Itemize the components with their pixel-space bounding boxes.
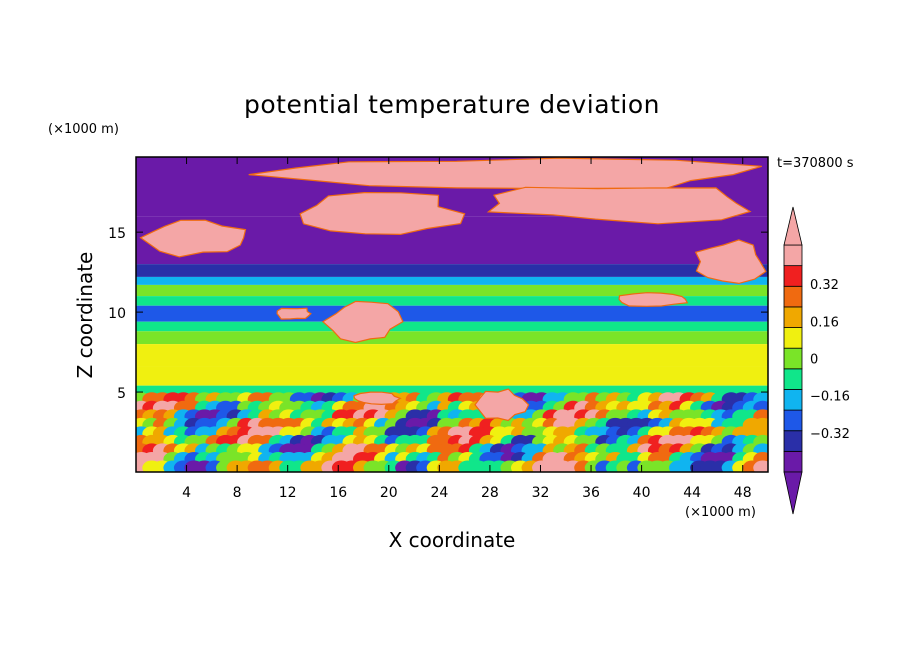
x-tick-label: 4 bbox=[182, 485, 191, 501]
y-tick-label: 15 bbox=[108, 226, 126, 242]
plot-area bbox=[136, 157, 768, 472]
colorbar-max-extension bbox=[783, 206, 803, 246]
warm-anomaly-patch bbox=[694, 239, 767, 285]
colorbar-segment bbox=[783, 430, 803, 452]
colorbar-min-extension bbox=[783, 471, 803, 515]
x-tick-label: 48 bbox=[734, 485, 752, 501]
x-tick-label: 32 bbox=[532, 485, 550, 501]
field-band bbox=[136, 366, 768, 386]
plot-frame bbox=[135, 156, 769, 473]
x-unit-label: (×1000 m) bbox=[685, 505, 756, 520]
colorbar-segment bbox=[783, 327, 803, 349]
x-tick-label: 40 bbox=[633, 485, 651, 501]
x-tick-label: 36 bbox=[582, 485, 600, 501]
y-unit-label: (×1000 m) bbox=[48, 122, 119, 137]
field-band bbox=[136, 344, 768, 367]
colorbar-segment bbox=[783, 347, 803, 370]
field-cell bbox=[753, 460, 768, 472]
x-tick-label: 8 bbox=[233, 485, 242, 501]
x-axis-label: X coordinate bbox=[389, 528, 516, 552]
warm-anomaly-patch bbox=[353, 391, 402, 406]
field-band bbox=[136, 305, 768, 322]
x-tick-label: 44 bbox=[683, 485, 701, 501]
colorbar-segment bbox=[783, 265, 803, 287]
colorbar: 0.32 0.16 0 −0.16 −0.32 bbox=[783, 206, 850, 515]
x-tick-label: 12 bbox=[279, 485, 297, 501]
warm-anomaly-patch bbox=[321, 300, 404, 344]
colorbar-label: 0.32 bbox=[810, 278, 839, 293]
colorbar-segment bbox=[783, 368, 803, 390]
warm-anomaly-patch bbox=[474, 388, 530, 422]
x-tick-label: 20 bbox=[380, 485, 398, 501]
chart-title: potential temperature deviation bbox=[244, 90, 660, 119]
x-tick-label: 24 bbox=[430, 485, 448, 501]
colorbar-segment bbox=[783, 409, 803, 432]
colorbar-label: −0.16 bbox=[810, 390, 850, 405]
y-tick-label: 10 bbox=[108, 306, 126, 322]
colorbar-label: 0.16 bbox=[810, 315, 839, 330]
x-tick-label: 28 bbox=[481, 485, 499, 501]
field-band bbox=[136, 264, 768, 277]
field-band bbox=[136, 284, 768, 297]
warm-anomaly-patch bbox=[486, 186, 752, 225]
colorbar-label: 0 bbox=[810, 353, 818, 368]
colorbar-segment bbox=[783, 285, 803, 308]
colorbar-segment bbox=[783, 389, 803, 411]
time-label: t=370800 s bbox=[777, 156, 854, 171]
y-axis: 5 10 15 bbox=[108, 226, 768, 402]
colorbar-label: −0.32 bbox=[810, 427, 850, 442]
colorbar-segment bbox=[783, 306, 803, 328]
field-band bbox=[136, 385, 768, 396]
y-tick-label: 5 bbox=[117, 386, 126, 402]
field-band bbox=[136, 331, 768, 345]
x-axis: 4 8 12 16 20 24 28 32 36 40 44 48 bbox=[182, 157, 752, 501]
field-band bbox=[136, 321, 768, 332]
x-tick-label: 16 bbox=[329, 485, 347, 501]
colorbar-segment bbox=[783, 244, 803, 267]
warm-anomaly-patch bbox=[139, 219, 247, 258]
warm-anomaly-patch bbox=[299, 191, 466, 236]
colorbar-segment bbox=[783, 450, 803, 473]
field-band bbox=[136, 296, 768, 306]
warm-anomaly-patch bbox=[276, 307, 312, 320]
warm-anomaly-patch bbox=[618, 292, 689, 307]
y-axis-label: Z coordinate bbox=[73, 252, 97, 379]
field-band bbox=[136, 276, 768, 285]
